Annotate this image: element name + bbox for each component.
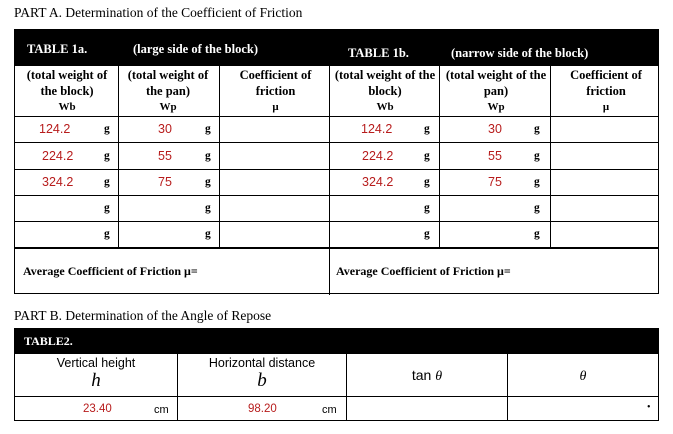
grid-line xyxy=(118,66,119,248)
unit-label: g xyxy=(205,228,211,240)
angle-of-repose-table: TABLE2. Vertical height h Horizontal dis… xyxy=(14,328,659,421)
unit-label: g xyxy=(424,123,430,135)
grid-line xyxy=(15,195,658,196)
unit-label: g xyxy=(205,176,211,188)
pan-weight-value: 75 xyxy=(488,175,502,189)
grid-line xyxy=(346,354,347,420)
unit-label: g xyxy=(534,228,540,240)
height-value: 23.40 xyxy=(83,403,112,415)
pan-weight-value: 55 xyxy=(158,149,172,163)
block-weight-value: 124.2 xyxy=(361,122,393,136)
col-header-horizontal-distance: Horizontal distance b xyxy=(208,356,316,391)
unit-label: g xyxy=(534,123,540,135)
grid-line xyxy=(329,66,330,295)
pan-weight-value: 55 xyxy=(488,149,502,163)
col-header-block-weight-1a: (total weight of the block) Wb xyxy=(26,68,108,113)
dot-mark: • xyxy=(647,402,651,413)
unit-label: g xyxy=(424,202,430,214)
grid-line xyxy=(15,221,658,222)
table-header-bar: TABLE 1a. (large side of the block) TABL… xyxy=(15,30,658,66)
grid-line xyxy=(15,142,658,143)
unit-label: g xyxy=(424,228,430,240)
col-header-vertical-height: Vertical height h xyxy=(56,356,136,391)
unit-label: cm xyxy=(154,404,169,416)
grid-line xyxy=(15,169,658,170)
col-header-pan-weight-1a: (total weight of the pan) Wp xyxy=(127,68,209,113)
grid-line xyxy=(15,247,658,249)
table-1a-label: TABLE 1a. xyxy=(27,42,88,56)
col-header-pan-weight-1b: (total weight of the pan) Wp xyxy=(445,68,547,113)
block-weight-value: 324.2 xyxy=(42,175,74,189)
block-weight-value: 324.2 xyxy=(362,175,394,189)
unit-label: g xyxy=(424,176,430,188)
col-header-tan-theta: tan θ xyxy=(411,367,443,384)
grid-line xyxy=(15,396,658,397)
unit-label: cm xyxy=(322,404,337,416)
pan-weight-value: 75 xyxy=(158,175,172,189)
col-header-theta: θ xyxy=(579,369,587,384)
block-weight-value: 224.2 xyxy=(42,149,74,163)
unit-label: g xyxy=(104,123,110,135)
friction-table: TABLE 1a. (large side of the block) TABL… xyxy=(14,29,659,295)
block-weight-value: 224.2 xyxy=(362,149,394,163)
average-coefficient-1b: Average Coefficient of Friction μ= xyxy=(336,264,511,278)
col-header-block-weight-1b: (total weight of the block) Wb xyxy=(334,68,436,113)
grid-line xyxy=(439,66,440,248)
unit-label: g xyxy=(534,202,540,214)
unit-label: g xyxy=(205,150,211,162)
grid-line xyxy=(550,66,551,248)
table-1b-label: TABLE 1b. xyxy=(348,46,409,60)
unit-label: g xyxy=(534,176,540,188)
table-2-label: TABLE2. xyxy=(24,334,73,348)
unit-label: g xyxy=(104,150,110,162)
unit-label: g xyxy=(205,202,211,214)
unit-label: g xyxy=(104,228,110,240)
average-coefficient-1a: Average Coefficient of Friction μ= xyxy=(23,264,198,278)
unit-label: g xyxy=(534,150,540,162)
grid-line xyxy=(177,354,178,420)
unit-label: g xyxy=(205,123,211,135)
part-a-title: PART A. Determination of the Coefficient… xyxy=(14,5,303,20)
col-header-coefficient-1b: Coefficient of friction μ xyxy=(570,68,642,113)
col-header-coefficient-1a: Coefficient of friction μ xyxy=(239,68,312,113)
grid-line xyxy=(15,116,658,117)
block-weight-value: 124.2 xyxy=(39,122,71,136)
unit-label: g xyxy=(104,176,110,188)
distance-value: 98.20 xyxy=(248,403,277,415)
grid-line xyxy=(219,66,220,248)
table-header-bar: TABLE2. xyxy=(15,329,658,354)
table-1a-subtitle: (large side of the block) xyxy=(133,42,258,56)
part-b-title: PART B. Determination of the Angle of Re… xyxy=(14,308,272,323)
table-1b-subtitle: (narrow side of the block) xyxy=(451,46,589,60)
pan-weight-value: 30 xyxy=(158,122,172,136)
pan-weight-value: 30 xyxy=(488,122,502,136)
unit-label: g xyxy=(424,150,430,162)
unit-label: g xyxy=(104,202,110,214)
grid-line xyxy=(507,354,508,420)
